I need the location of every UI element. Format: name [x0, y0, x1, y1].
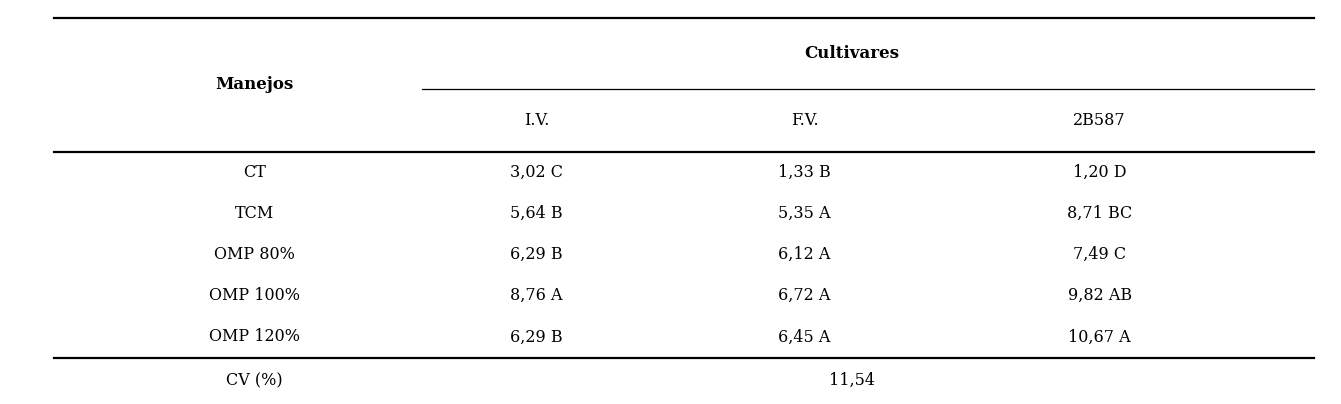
Text: 2B587: 2B587	[1073, 112, 1126, 129]
Text: I.V.: I.V.	[524, 112, 548, 129]
Text: 6,29 B: 6,29 B	[510, 328, 563, 345]
Text: 6,72 A: 6,72 A	[778, 287, 831, 304]
Text: CV (%): CV (%)	[227, 372, 283, 389]
Text: 11,54: 11,54	[829, 372, 874, 389]
Text: Manejos: Manejos	[216, 76, 294, 93]
Text: OMP 120%: OMP 120%	[209, 328, 300, 345]
Text: CT: CT	[243, 164, 267, 181]
Text: 10,67 A: 10,67 A	[1069, 328, 1130, 345]
Text: 6,29 B: 6,29 B	[510, 246, 563, 263]
Text: F.V.: F.V.	[791, 112, 818, 129]
Text: 1,20 D: 1,20 D	[1073, 164, 1126, 181]
Text: 6,45 A: 6,45 A	[778, 328, 831, 345]
Text: TCM: TCM	[235, 205, 275, 222]
Text: 3,02 C: 3,02 C	[510, 164, 563, 181]
Text: 8,76 A: 8,76 A	[510, 287, 563, 304]
Text: 5,64 B: 5,64 B	[510, 205, 563, 222]
Text: OMP 100%: OMP 100%	[209, 287, 300, 304]
Text: 6,12 A: 6,12 A	[778, 246, 831, 263]
Text: 9,82 AB: 9,82 AB	[1067, 287, 1132, 304]
Text: 8,71 BC: 8,71 BC	[1067, 205, 1132, 222]
Text: 7,49 C: 7,49 C	[1073, 246, 1126, 263]
Text: 1,33 B: 1,33 B	[778, 164, 831, 181]
Text: OMP 80%: OMP 80%	[215, 246, 295, 263]
Text: Cultivares: Cultivares	[805, 45, 898, 62]
Text: 5,35 A: 5,35 A	[778, 205, 831, 222]
